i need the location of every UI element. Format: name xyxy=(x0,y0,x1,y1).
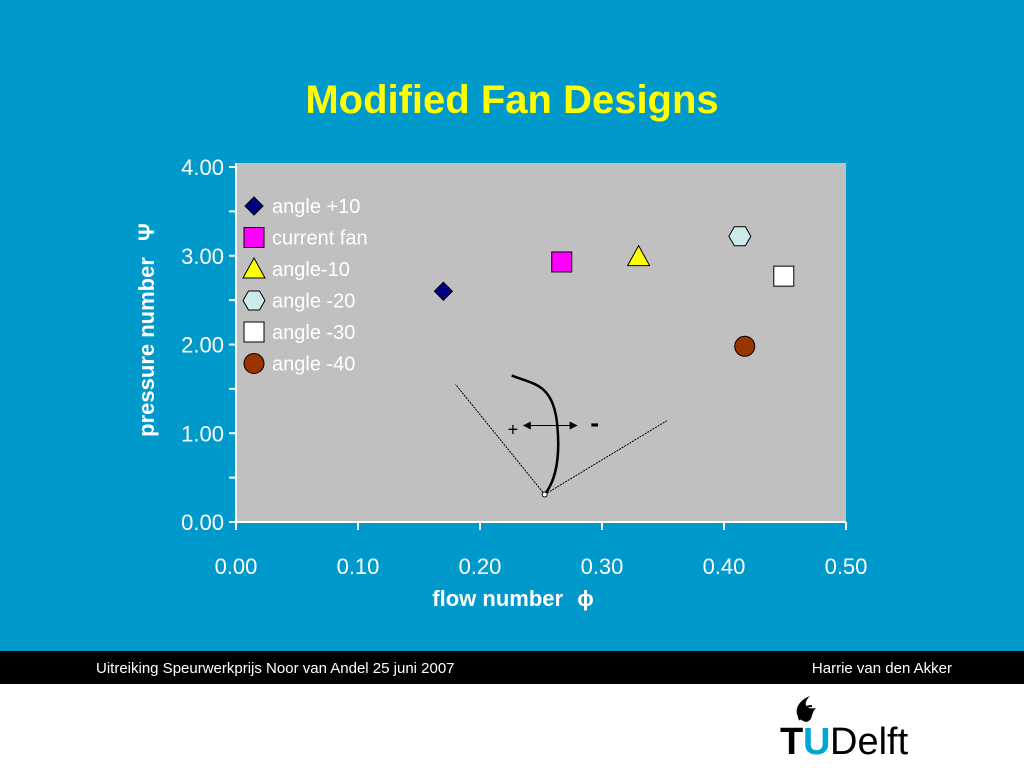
legend-label: angle -30 xyxy=(272,322,355,344)
legend-marker xyxy=(244,196,264,216)
legend-marker xyxy=(242,256,266,279)
data-point xyxy=(728,226,752,247)
flame-icon-swirl xyxy=(798,705,813,721)
annotation-layer: + - xyxy=(455,374,667,498)
y-axis-title: pressure number Ψ xyxy=(134,223,159,437)
legend-marker xyxy=(243,321,265,343)
y-axis-symbol: Ψ xyxy=(134,223,159,241)
annotation-vertex xyxy=(541,491,548,498)
data-point xyxy=(734,335,756,357)
legend-marker xyxy=(242,290,266,311)
logo-wordmark: T xyxy=(780,721,803,762)
x-tick-label: 0.50 xyxy=(825,554,868,579)
annotation-curve xyxy=(511,374,560,496)
annotation-arrowhead-right xyxy=(569,421,578,430)
x-axis-title-text: flow number xyxy=(432,586,563,611)
legend-label: angle +10 xyxy=(272,196,360,218)
annotation-minus: - xyxy=(590,408,599,438)
x-tick-label: 0.20 xyxy=(459,554,502,579)
points-layer xyxy=(433,226,795,357)
legend-marker xyxy=(243,353,265,374)
tu-delft-logo: T U Delft xyxy=(780,696,909,762)
x-tick-label: 0.10 xyxy=(337,554,380,579)
x-tick-label: 0.30 xyxy=(581,554,624,579)
legend-label: angle -20 xyxy=(272,291,355,313)
annotation-arrowhead-left xyxy=(522,421,531,430)
data-point xyxy=(433,281,454,301)
x-axis-title: flow number ϕ xyxy=(432,586,593,611)
legend-label: current fan xyxy=(272,228,368,250)
y-tick-label: 0.00 xyxy=(181,510,224,535)
annotation-line-right xyxy=(544,420,667,495)
axes-layer: 0.00 1.00 2.00 3.00 4.00 0.00 0.10 0.20 0.30 0.40… xyxy=(181,155,867,579)
x-tick-label: 0.00 xyxy=(215,554,258,579)
legend-label: angle -40 xyxy=(272,354,355,376)
y-axis-title-text: pressure number xyxy=(134,257,159,437)
scatter-chart: + - 0.001.002.003.004.000.00 0.10 0.20 0.30 0… xyxy=(134,155,867,611)
footer-event-text: Uitreiking Speurwerkprijs Noor van Andel… xyxy=(96,660,455,677)
annotation-line-left xyxy=(455,384,546,495)
data-point xyxy=(773,265,795,287)
data-point xyxy=(626,244,651,267)
flame-icon xyxy=(796,696,816,722)
y-tick-label: 1.00 xyxy=(181,421,224,446)
y-tick-label: 3.00 xyxy=(181,244,224,269)
y-tick-label: 2.00 xyxy=(181,333,224,358)
legend-marker xyxy=(243,227,265,248)
x-axis-symbol: ϕ xyxy=(577,586,594,611)
data-point xyxy=(551,251,573,273)
annotation-plus: + xyxy=(508,420,519,440)
footer-bar: Uitreiking Speurwerkprijs Noor van Andel… xyxy=(0,651,1024,684)
slide-title: Modified Fan Designs xyxy=(305,78,719,122)
legend-label: angle-10 xyxy=(272,259,350,281)
logo-wordmark-u: U xyxy=(803,721,830,762)
x-tick-label: 0.40 xyxy=(703,554,746,579)
legend: angle +10 current fan angle-10 angle -20 ang… xyxy=(242,196,368,376)
y-tick-label: 4.00 xyxy=(181,155,224,180)
footer-author-text: Harrie van den Akker xyxy=(811,660,952,677)
logo-wordmark-delft: Delft xyxy=(830,721,909,762)
